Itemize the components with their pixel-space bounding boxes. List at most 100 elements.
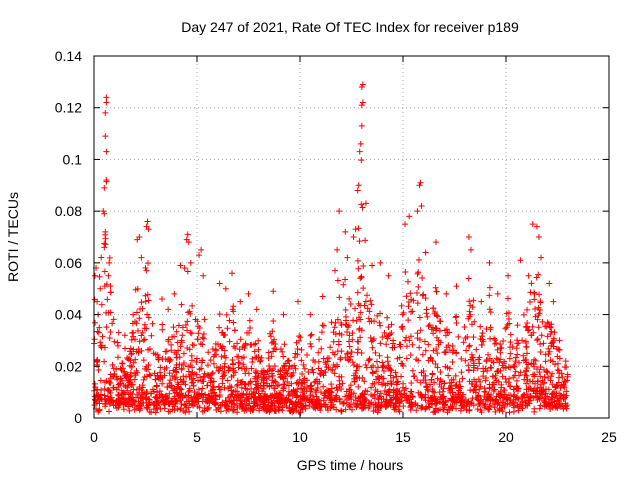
data-point: [562, 358, 569, 365]
data-point: [337, 407, 344, 414]
data-point: [176, 361, 183, 368]
x-tick-label: 20: [498, 429, 514, 445]
data-point: [327, 344, 334, 351]
data-point: [259, 388, 266, 395]
data-point: [319, 293, 326, 300]
data-point: [173, 328, 180, 335]
data-point: [504, 394, 511, 401]
data-point: [145, 402, 152, 409]
data-point: [137, 306, 144, 313]
data-point: [182, 321, 189, 328]
data-point: [316, 336, 323, 343]
data-point: [534, 388, 541, 395]
data-point: [528, 360, 535, 367]
data-point: [400, 309, 407, 316]
data-point: [487, 324, 494, 331]
data-point: [242, 340, 249, 347]
data-point: [294, 345, 301, 352]
data-point: [433, 406, 440, 413]
data-point: [144, 311, 151, 318]
data-point: [145, 260, 152, 267]
data-point: [316, 397, 323, 404]
data-point: [178, 301, 185, 308]
data-point: [385, 362, 392, 369]
data-point: [440, 393, 447, 400]
data-point: [131, 401, 138, 408]
data-point: [524, 350, 531, 357]
data-point: [257, 357, 264, 364]
data-point: [428, 326, 435, 333]
data-point: [106, 408, 113, 415]
data-point: [476, 360, 483, 367]
data-point: [210, 378, 217, 385]
data-point: [148, 332, 155, 339]
data-point: [392, 369, 399, 376]
data-point: [265, 349, 272, 356]
data-point: [534, 335, 541, 342]
data-point: [531, 289, 538, 296]
data-point: [382, 382, 389, 389]
data-point: [536, 291, 543, 298]
data-point: [373, 358, 380, 365]
data-point: [132, 372, 139, 379]
data-point: [429, 371, 436, 378]
data-point: [265, 355, 272, 362]
data-point: [146, 371, 153, 378]
data-point: [157, 364, 164, 371]
data-point: [100, 208, 107, 215]
data-point: [213, 406, 220, 413]
data-point: [356, 375, 363, 382]
data-point: [452, 372, 459, 379]
data-point: [406, 213, 413, 220]
data-point: [480, 338, 487, 345]
data-point: [348, 391, 355, 398]
data-point: [344, 350, 351, 357]
data-point: [103, 281, 110, 288]
data-point: [486, 306, 493, 313]
data-point: [350, 400, 357, 407]
data-point: [294, 298, 301, 305]
data-point: [363, 292, 370, 299]
data-point: [103, 94, 110, 101]
data-point: [442, 401, 449, 408]
data-point: [189, 341, 196, 348]
data-point: [268, 370, 275, 377]
data-point: [297, 334, 304, 341]
data-point: [498, 344, 505, 351]
data-point: [244, 395, 251, 402]
data-point: [199, 341, 206, 348]
data-point: [507, 392, 514, 399]
data-point: [562, 403, 569, 410]
data-point: [298, 357, 305, 364]
data-point: [506, 409, 513, 416]
data-point: [96, 407, 103, 414]
data-point: [237, 298, 244, 305]
data-point: [374, 388, 381, 395]
data-point: [180, 392, 187, 399]
data-point: [296, 333, 303, 340]
data-point: [440, 385, 447, 392]
data-point: [109, 361, 116, 368]
data-point: [404, 278, 411, 285]
data-point: [257, 393, 264, 400]
data-point: [146, 396, 153, 403]
data-point: [195, 330, 202, 337]
data-point: [524, 394, 531, 401]
data-point: [432, 239, 439, 246]
data-point: [331, 351, 338, 358]
data-point: [526, 299, 533, 306]
data-point: [304, 395, 311, 402]
data-point: [399, 384, 406, 391]
data-point: [154, 397, 161, 404]
data-point: [192, 316, 199, 323]
data-point: [95, 366, 102, 373]
data-point: [184, 327, 191, 334]
data-point: [419, 274, 426, 281]
data-point: [234, 382, 241, 389]
data-point: [422, 391, 429, 398]
data-point: [550, 338, 557, 345]
data-point: [110, 316, 117, 323]
data-point: [115, 381, 122, 388]
data-point: [466, 313, 473, 320]
data-point: [530, 361, 537, 368]
